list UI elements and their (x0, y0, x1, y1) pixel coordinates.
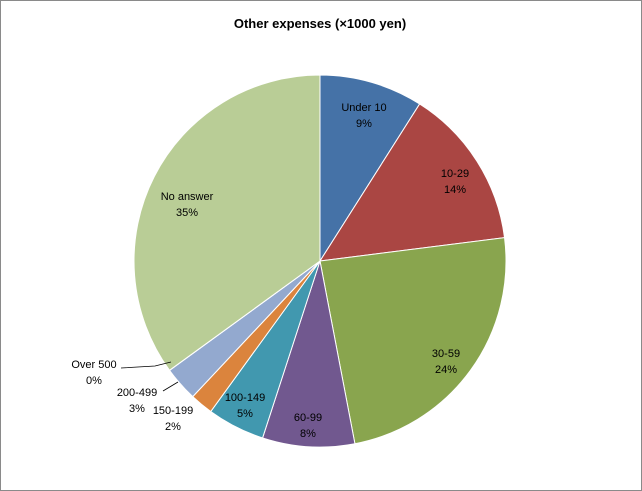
leader-line (120, 361, 172, 369)
slice-value-label: 35% (176, 207, 198, 219)
slice-label: 30-59 (432, 348, 460, 360)
slice-label: 10-29 (441, 168, 469, 180)
slice-value-label: 3% (129, 403, 145, 415)
slice-value-label: 9% (356, 118, 372, 130)
slice-value-label: 5% (237, 408, 253, 420)
slice-label: 200-499 (117, 387, 157, 399)
slice-label: 100-149 (225, 392, 265, 404)
leader-line (162, 381, 179, 392)
slice-value-label: 0% (86, 375, 102, 387)
slice-label: Under 10 (341, 102, 386, 114)
pie-slice-under-10 (319, 74, 421, 263)
chart-title: Other expenses (×1000 yen) (234, 16, 406, 31)
pie-slice-30-59 (319, 237, 507, 445)
slice-value-label: 8% (300, 428, 316, 440)
pie-slice-no-answer (133, 74, 321, 371)
slice-label: 150-199 (153, 405, 193, 417)
slice-label: No answer (161, 191, 214, 203)
slice-value-label: 2% (165, 421, 181, 433)
slice-label: 60-99 (294, 412, 322, 424)
slice-value-label: 14% (444, 184, 466, 196)
slice-value-label: 24% (435, 364, 457, 376)
slice-label: Over 500 (71, 359, 116, 371)
pie-slice-10-29 (319, 103, 506, 262)
pie-slice-60-99 (261, 260, 356, 448)
